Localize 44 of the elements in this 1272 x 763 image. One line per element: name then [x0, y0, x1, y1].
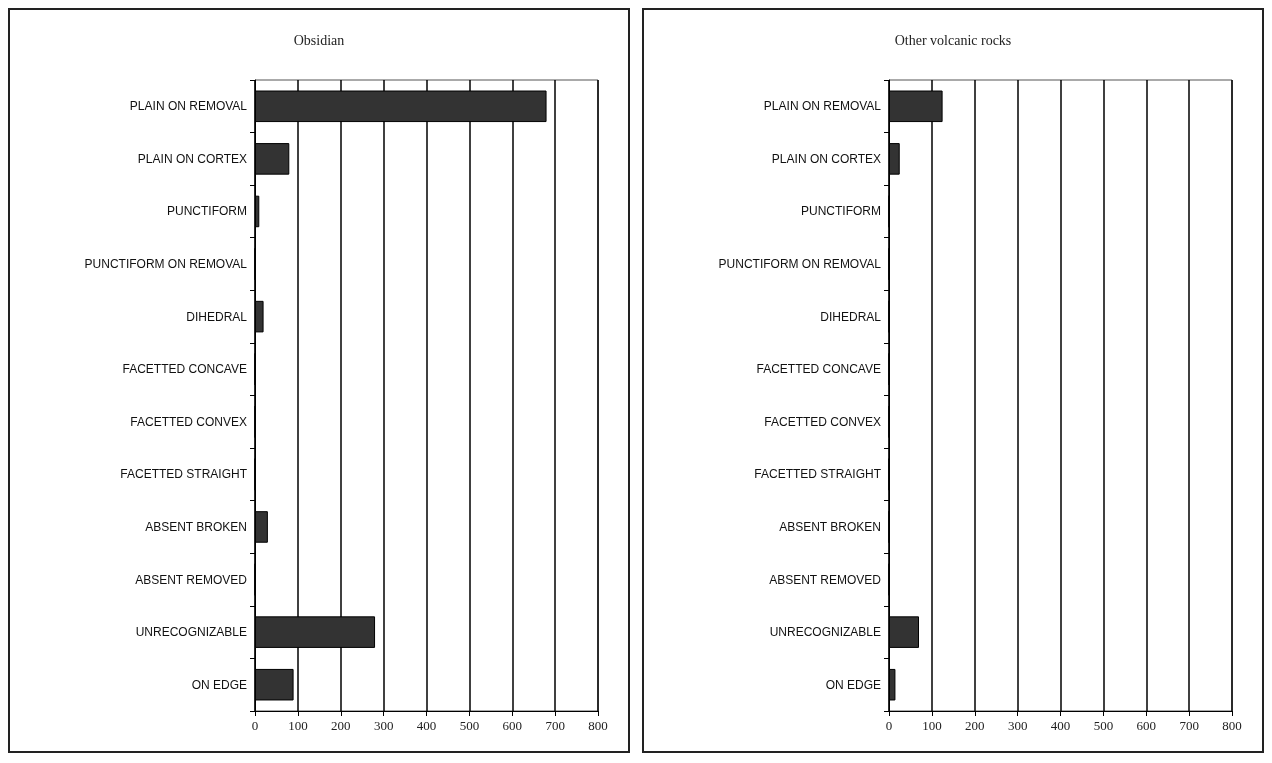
y-tick-label: PUNCTIFORM	[167, 204, 247, 219]
chart-title: Obsidian	[293, 32, 345, 48]
y-tick-label: DIHEDRAL	[186, 309, 248, 324]
y-tick-label: UNRECOGNIZABLE	[135, 625, 247, 640]
x-tick-label: 400	[416, 718, 437, 733]
y-tick-label: FACETTED CONVEX	[764, 414, 881, 429]
chart-title: Other volcanic rocks	[894, 32, 1012, 48]
x-tick-label: 800	[588, 718, 608, 733]
x-tick-label: 600	[502, 718, 522, 733]
y-tick-label: FACETTED STRAIGHT	[120, 467, 248, 482]
x-tick-label: 500	[1093, 718, 1114, 733]
x-tick-label: 700	[1179, 718, 1199, 733]
x-tick-label: 800	[1222, 718, 1242, 733]
y-tick-label: PLAIN ON REMOVAL	[763, 99, 882, 114]
y-tick-label: UNRECOGNIZABLE	[769, 625, 881, 640]
x-tick-label: 600	[1136, 718, 1156, 733]
x-tick-label: 100	[922, 718, 942, 733]
y-tick-label: FACETTED STRAIGHT	[754, 467, 882, 482]
x-tick-label: 100	[288, 718, 308, 733]
x-tick-label: 400	[1050, 718, 1071, 733]
x-tick-label: 0	[885, 718, 893, 733]
y-tick-label: FACETTED CONVEX	[130, 414, 247, 429]
x-tick-label: 300	[1007, 718, 1028, 733]
y-tick-label: PUNCTIFORM ON REMOVAL	[84, 257, 248, 272]
x-tick-label: 200	[965, 718, 985, 733]
x-tick-label: 300	[373, 718, 394, 733]
y-tick-label: FACETTED CONCAVE	[756, 362, 881, 377]
y-tick-label: ABSENT BROKEN	[145, 519, 247, 534]
y-tick-label: PLAIN ON CORTEX	[137, 151, 247, 166]
y-tick-label: FACETTED CONCAVE	[122, 362, 247, 377]
x-tick-label: 200	[331, 718, 351, 733]
x-tick-label: 0	[251, 718, 259, 733]
y-tick-label: ABSENT BROKEN	[779, 519, 881, 534]
y-tick-label: ON EDGE	[825, 677, 881, 692]
y-tick-label: DIHEDRAL	[820, 309, 882, 324]
y-tick-label: PLAIN ON REMOVAL	[129, 99, 248, 114]
y-tick-label: ON EDGE	[191, 677, 247, 692]
y-tick-label: PUNCTIFORM	[801, 204, 881, 219]
y-tick-label: ABSENT REMOVED	[769, 572, 882, 587]
y-tick-label: ABSENT REMOVED	[135, 572, 248, 587]
x-tick-label: 700	[545, 718, 565, 733]
x-tick-label: 500	[459, 718, 480, 733]
y-tick-label: PUNCTIFORM ON REMOVAL	[718, 257, 882, 272]
y-tick-label: PLAIN ON CORTEX	[771, 151, 881, 166]
